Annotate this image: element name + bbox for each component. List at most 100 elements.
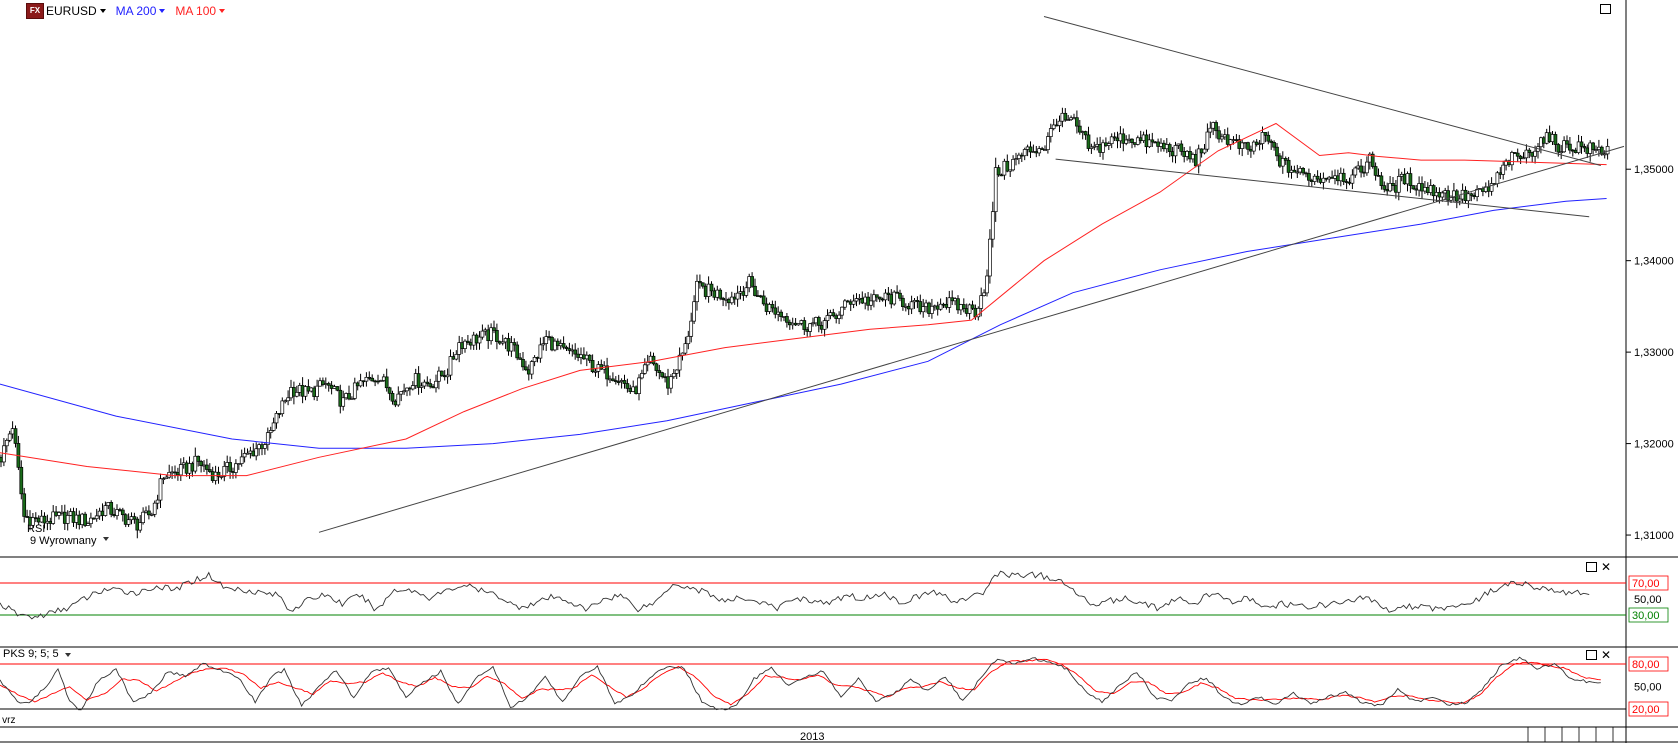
- candle-body: [634, 386, 638, 394]
- candle-body: [689, 320, 694, 337]
- pks-maximize-button[interactable]: [1586, 650, 1597, 660]
- candle-body: [294, 392, 299, 397]
- candle-body: [1048, 128, 1053, 137]
- candle-body: [222, 465, 227, 477]
- candle-body: [457, 342, 462, 355]
- candle-body: [19, 466, 24, 495]
- candle-body: [541, 343, 546, 346]
- candle-body: [1106, 143, 1111, 146]
- candle-body: [1205, 131, 1210, 150]
- candle-body: [851, 300, 856, 305]
- candle-body: [651, 355, 656, 365]
- candle-body: [321, 380, 325, 385]
- candle-body: [555, 340, 560, 347]
- candle-body: [361, 380, 366, 383]
- candle-body: [811, 322, 815, 325]
- candle-body: [1130, 138, 1134, 143]
- candle-body: [25, 516, 29, 518]
- candle-body: [352, 382, 357, 399]
- candle-body: [1254, 141, 1259, 145]
- candle-body: [613, 380, 618, 382]
- candle-body: [155, 499, 160, 504]
- candle-body: [1388, 183, 1392, 192]
- rsi-params: 9 Wyrownany: [30, 535, 97, 547]
- candle-body: [587, 354, 592, 361]
- candle-body: [48, 520, 53, 524]
- candle-body: [289, 387, 293, 399]
- candle-body: [521, 359, 525, 368]
- candle-body: [526, 369, 531, 375]
- candle-body: [808, 323, 812, 332]
- rsi-params-selector[interactable]: 9 Wyrownany: [30, 535, 109, 547]
- candle-body: [390, 393, 395, 402]
- symbol-selector[interactable]: EURUSD: [46, 4, 106, 18]
- candle-body: [416, 373, 421, 388]
- candle-body: [1147, 139, 1152, 148]
- candle-body: [83, 513, 87, 526]
- candle-body: [463, 340, 467, 349]
- chevron-down-icon: [64, 653, 71, 657]
- chevron-down-icon: [159, 9, 166, 13]
- candle-body: [1014, 158, 1018, 160]
- candle-body: [915, 300, 920, 302]
- ma200-indicator-toggle[interactable]: MA 200: [116, 4, 166, 18]
- candle-body: [1086, 134, 1091, 149]
- candle-body: [889, 294, 894, 305]
- candle-body: [779, 311, 783, 318]
- candle-body: [503, 338, 508, 343]
- candle-body: [512, 342, 517, 346]
- candle-body: [492, 327, 496, 331]
- candle-body: [979, 295, 984, 309]
- candle-body: [1109, 136, 1114, 145]
- candle-body: [350, 398, 354, 400]
- rsi-close-button[interactable]: ✕: [1601, 560, 1612, 574]
- candle-body: [1391, 183, 1395, 186]
- pks-title-selector[interactable]: PKS 9; 5; 5: [3, 648, 71, 660]
- candle-body: [1446, 190, 1450, 201]
- candle-body: [1043, 149, 1047, 152]
- candle-body: [126, 519, 131, 525]
- ma200-label: MA 200: [115, 4, 157, 18]
- candle-body: [1217, 130, 1221, 140]
- rsi-maximize-button[interactable]: [1586, 562, 1597, 572]
- candle-body: [486, 329, 491, 342]
- candle-body: [219, 476, 224, 478]
- candle-body: [1599, 146, 1604, 155]
- candle-body: [149, 514, 154, 516]
- candle-body: [33, 517, 38, 520]
- candle-body: [663, 376, 667, 379]
- candle-body: [138, 522, 143, 531]
- candle-body: [645, 362, 650, 366]
- candle-body: [608, 378, 612, 381]
- candle-body: [590, 360, 595, 372]
- candle-body: [1341, 172, 1346, 182]
- ma100-indicator-toggle[interactable]: MA 100: [175, 4, 226, 18]
- candle-body: [422, 381, 427, 387]
- pks-close-button[interactable]: ✕: [1601, 648, 1612, 662]
- y-tick-label: 1,35000: [1634, 164, 1674, 176]
- candle-body: [506, 338, 511, 352]
- candle-body: [544, 336, 549, 344]
- candle-body: [1568, 143, 1572, 151]
- candle-body: [341, 397, 346, 407]
- main-maximize-button[interactable]: [1600, 4, 1611, 14]
- candle-body: [147, 510, 151, 516]
- candle-body: [550, 337, 554, 351]
- candle-body: [1559, 151, 1564, 154]
- candle-body: [625, 383, 630, 389]
- candle-body: [616, 381, 621, 383]
- candle-body: [561, 343, 566, 348]
- rsi-level-label: 30,00: [1632, 610, 1660, 622]
- candle-body: [845, 300, 850, 303]
- pks-level-label: 80,00: [1632, 659, 1660, 671]
- rsi-line: [0, 570, 1590, 620]
- candle-body: [1089, 146, 1094, 149]
- candle-body: [1350, 174, 1355, 184]
- candle-body: [268, 430, 273, 434]
- candle-body: [1501, 164, 1506, 175]
- candle-body: [1011, 159, 1015, 171]
- candle-body: [489, 327, 493, 342]
- candle-body: [785, 316, 789, 323]
- candle-body: [642, 364, 647, 374]
